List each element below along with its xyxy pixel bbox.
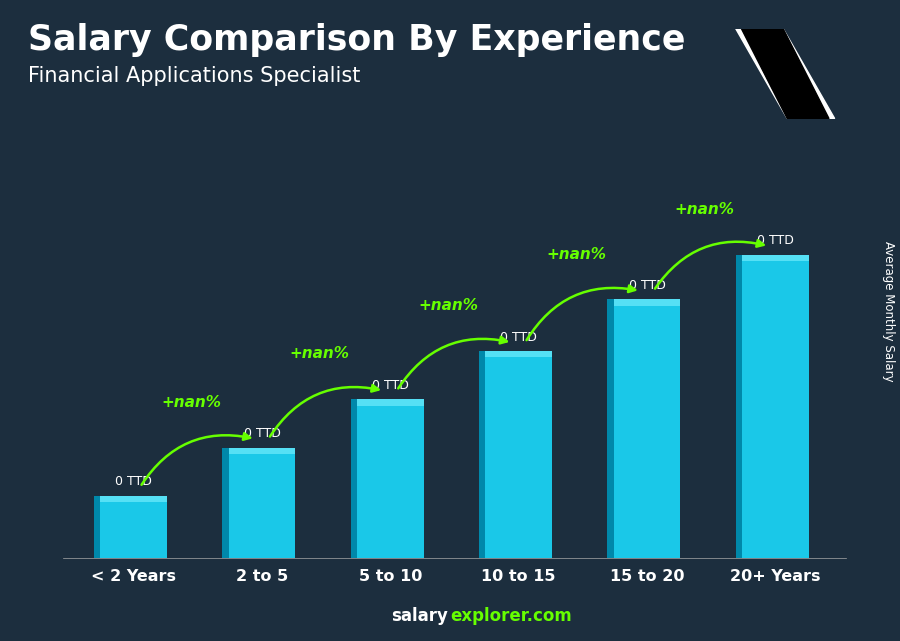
Text: salary: salary — [392, 607, 448, 625]
Bar — [485, 351, 552, 357]
Bar — [357, 399, 424, 558]
Bar — [608, 299, 615, 558]
Bar — [222, 447, 230, 558]
Text: +nan%: +nan% — [161, 395, 221, 410]
Bar — [229, 447, 295, 558]
Bar — [94, 495, 102, 558]
Text: 0 TTD: 0 TTD — [244, 427, 281, 440]
Text: 0 TTD: 0 TTD — [372, 379, 409, 392]
Text: +nan%: +nan% — [546, 247, 607, 262]
Bar — [742, 254, 809, 261]
Text: 0 TTD: 0 TTD — [500, 331, 537, 344]
Polygon shape — [742, 29, 829, 119]
Bar — [229, 447, 295, 454]
Bar — [100, 495, 167, 502]
Text: 0 TTD: 0 TTD — [628, 279, 665, 292]
Text: Salary Comparison By Experience: Salary Comparison By Experience — [28, 23, 686, 57]
Text: 0 TTD: 0 TTD — [757, 234, 794, 247]
Text: +nan%: +nan% — [675, 202, 734, 217]
Bar — [485, 351, 552, 558]
Bar — [350, 399, 358, 558]
Text: +nan%: +nan% — [418, 298, 478, 313]
Bar — [100, 495, 167, 558]
Text: Financial Applications Specialist: Financial Applications Specialist — [28, 66, 360, 86]
Bar — [614, 299, 680, 306]
Bar — [357, 399, 424, 406]
Text: +nan%: +nan% — [290, 346, 350, 362]
Bar — [735, 254, 743, 558]
Polygon shape — [736, 29, 834, 119]
Bar — [742, 254, 809, 558]
Bar — [614, 299, 680, 558]
Bar — [479, 351, 487, 558]
Text: Average Monthly Salary: Average Monthly Salary — [882, 240, 895, 381]
Text: explorer.com: explorer.com — [450, 607, 572, 625]
Text: 0 TTD: 0 TTD — [115, 475, 152, 488]
